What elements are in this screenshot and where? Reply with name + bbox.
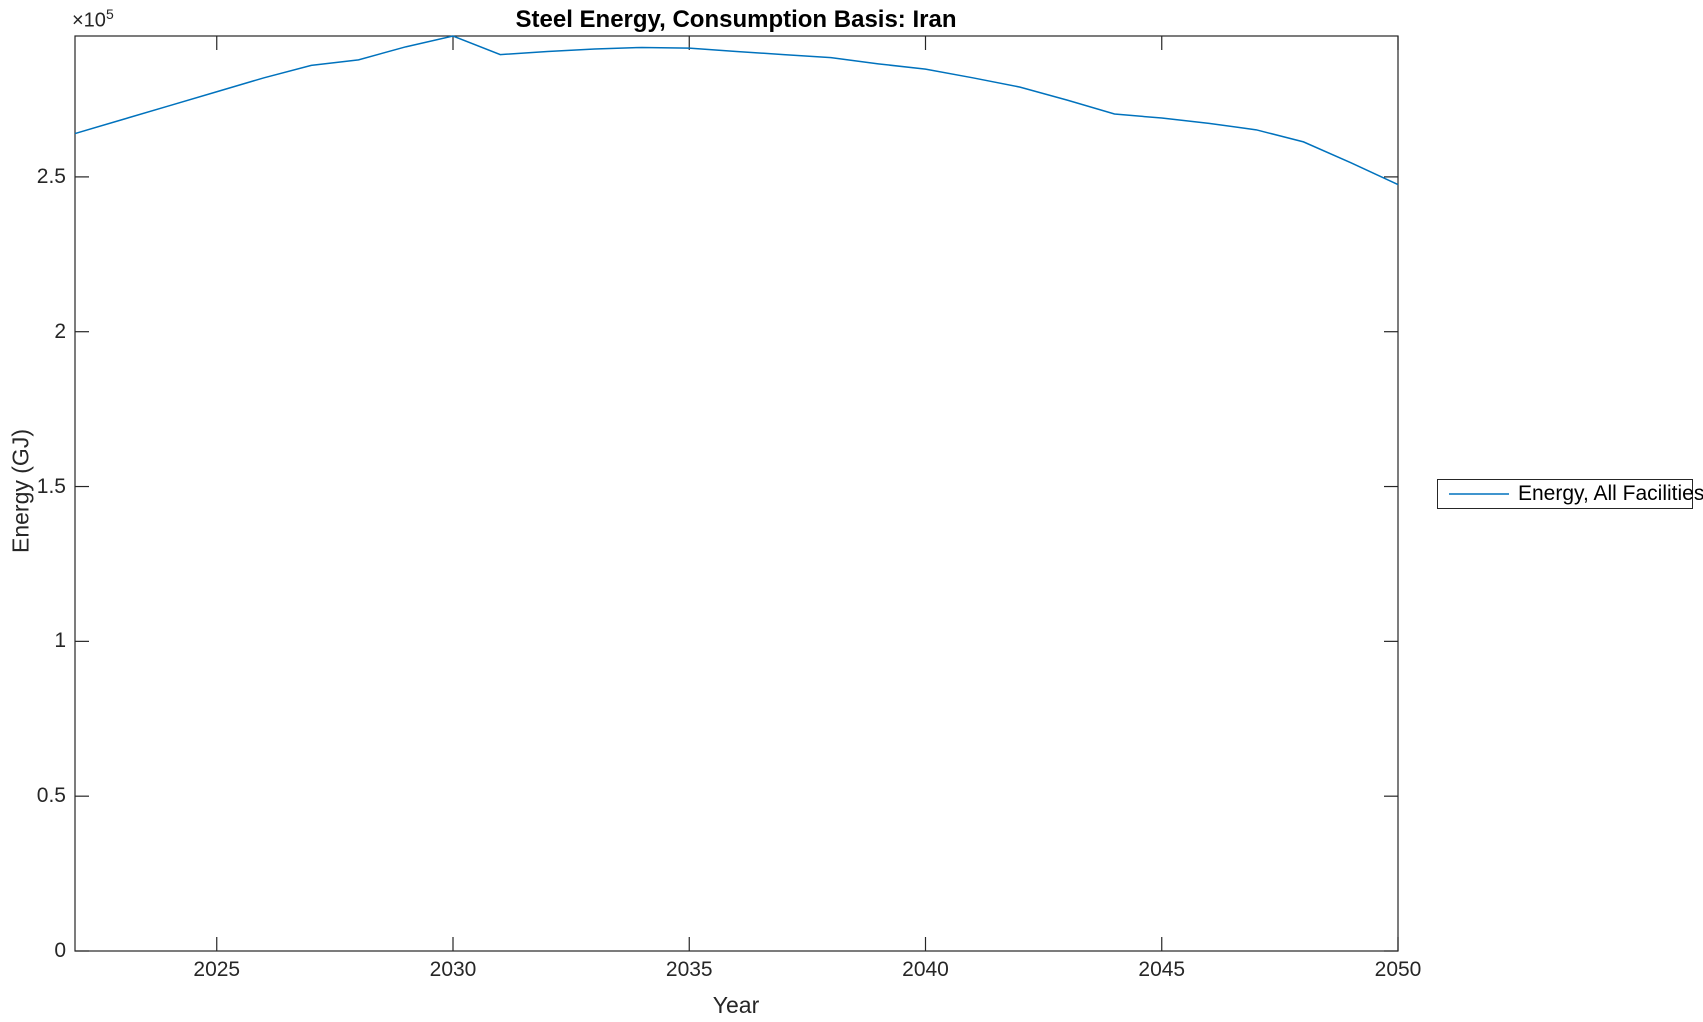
x-tick-label: 2050	[1374, 958, 1422, 981]
y-tick-label: 2	[54, 319, 66, 343]
y-tick-label: 1	[54, 629, 66, 653]
y-axis-exponent: ×105	[72, 6, 114, 33]
y-exponent-power: 5	[105, 6, 114, 22]
x-tick-label: 2045	[1138, 958, 1186, 981]
x-tick-label: 2040	[902, 958, 949, 981]
y-tick-label: 0	[54, 939, 66, 962]
x-tick-label: 2030	[429, 958, 477, 981]
y-exponent-base: ×10	[72, 9, 106, 32]
energy-series-line	[74, 35, 1399, 186]
legend-label: Energy, All Facilities	[1518, 482, 1703, 505]
y-tick-label: 1.5	[36, 474, 66, 498]
x-tick-label: 2025	[193, 958, 241, 981]
y-axis-label: Energy (GJ)	[7, 429, 34, 553]
x-tick-label: 2035	[665, 958, 713, 981]
legend-line-sample	[1449, 493, 1509, 495]
x-axis-label: Year	[712, 992, 760, 1018]
y-tick-label: 0.5	[36, 784, 66, 808]
axes-box	[74, 35, 1399, 952]
chart-title: Steel Energy, Consumption Basis: Iran	[515, 6, 957, 33]
legend: Energy, All Facilities	[1437, 479, 1703, 509]
y-tick-label: 2.5	[36, 164, 66, 188]
